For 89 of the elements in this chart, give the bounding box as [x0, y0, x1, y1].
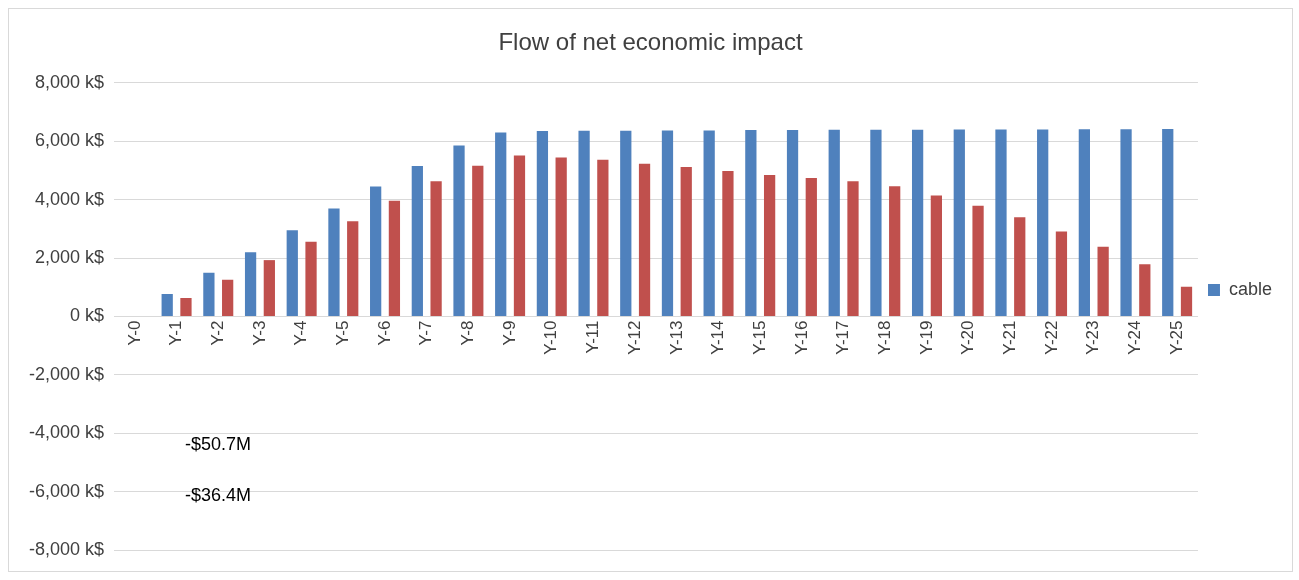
x-tick-label: Y-17 — [833, 320, 853, 355]
x-tick-label: Y-4 — [291, 320, 311, 346]
y-tick-label: -6,000 k$ — [28, 480, 105, 501]
y-tick-label: 4,000 k$ — [34, 188, 105, 209]
bar — [513, 155, 526, 316]
bar — [472, 165, 484, 316]
bar — [911, 129, 924, 316]
bar — [203, 272, 215, 316]
bar — [263, 260, 275, 316]
bar — [620, 130, 632, 316]
bar — [286, 230, 298, 316]
bar — [805, 178, 817, 316]
bar — [703, 130, 715, 316]
bar — [995, 129, 1007, 316]
annotation: -$50.7M — [184, 434, 251, 454]
x-tick-label: Y-12 — [624, 320, 644, 355]
x-tick-label: Y-20 — [958, 320, 978, 355]
x-tick-label: Y-13 — [666, 320, 686, 355]
bar — [161, 294, 173, 316]
x-tick-label: Y-22 — [1041, 320, 1061, 355]
x-tick-label: Y-1 — [166, 320, 186, 346]
bar — [1078, 129, 1090, 316]
bar — [828, 129, 840, 316]
bar — [347, 221, 359, 316]
bar — [722, 171, 734, 316]
x-tick-label: Y-14 — [708, 320, 728, 355]
bar — [786, 130, 799, 316]
bar — [889, 186, 901, 316]
y-tick-label: -2,000 k$ — [28, 363, 105, 384]
bar — [328, 208, 340, 316]
x-tick-label: Y-0 — [124, 320, 144, 346]
x-tick-label: Y-6 — [374, 320, 394, 346]
bar — [453, 145, 465, 316]
annotation: -$36.4M — [184, 485, 251, 506]
bar — [870, 129, 882, 316]
bar — [930, 195, 942, 316]
legend-label: cable — [1228, 278, 1272, 299]
bar — [388, 200, 401, 316]
x-tick-label: Y-21 — [1000, 320, 1020, 355]
bar — [1014, 217, 1026, 316]
bar — [495, 132, 507, 316]
bar — [1139, 264, 1151, 316]
y-tick-label: 8,000 k$ — [34, 71, 105, 92]
bar — [222, 279, 234, 316]
x-tick-label: Y-9 — [499, 320, 519, 346]
bar — [1097, 246, 1109, 316]
x-tick-label: Y-11 — [583, 320, 603, 354]
bar — [847, 181, 859, 316]
bar — [370, 186, 382, 316]
x-tick-label: Y-10 — [541, 320, 561, 355]
x-tick-label: Y-3 — [249, 320, 269, 346]
y-tick-label: 0 k$ — [70, 305, 105, 326]
bar — [597, 159, 609, 316]
bar — [536, 131, 549, 316]
bar — [305, 241, 317, 316]
y-tick-label: -8,000 k$ — [28, 539, 105, 560]
x-tick-label: Y-24 — [1125, 320, 1145, 355]
x-tick-label: Y-2 — [207, 320, 227, 346]
bar — [680, 166, 692, 316]
bar — [661, 130, 674, 316]
y-tick-label: 6,000 k$ — [34, 130, 105, 151]
bar — [578, 130, 590, 316]
y-tick-label: 2,000 k$ — [34, 247, 105, 268]
bar — [180, 298, 192, 316]
bar — [763, 175, 776, 316]
x-tick-label: Y-23 — [1083, 320, 1103, 355]
x-tick-label: Y-18 — [874, 320, 894, 355]
y-tick-label: -4,000 k$ — [28, 422, 105, 443]
x-tick-label: Y-19 — [916, 320, 936, 355]
bar — [1162, 128, 1174, 316]
bar — [244, 252, 257, 316]
x-tick-label: Y-25 — [1166, 320, 1186, 355]
bar — [953, 129, 965, 316]
x-tick-label: Y-16 — [791, 320, 811, 355]
x-tick-label: Y-15 — [749, 320, 769, 355]
bar — [430, 181, 442, 316]
bar — [638, 163, 651, 316]
bar — [1055, 231, 1068, 316]
x-tick-label: Y-8 — [458, 320, 478, 346]
bar — [745, 130, 757, 316]
chart-title: Flow of net economic impact — [498, 28, 803, 56]
x-tick-label: Y-7 — [416, 320, 436, 346]
bar — [972, 205, 984, 316]
bar — [1180, 286, 1193, 316]
bar — [1120, 129, 1132, 316]
bar — [1037, 129, 1049, 316]
x-tick-label: Y-5 — [333, 320, 353, 346]
bar — [411, 166, 423, 316]
bar — [555, 157, 567, 316]
